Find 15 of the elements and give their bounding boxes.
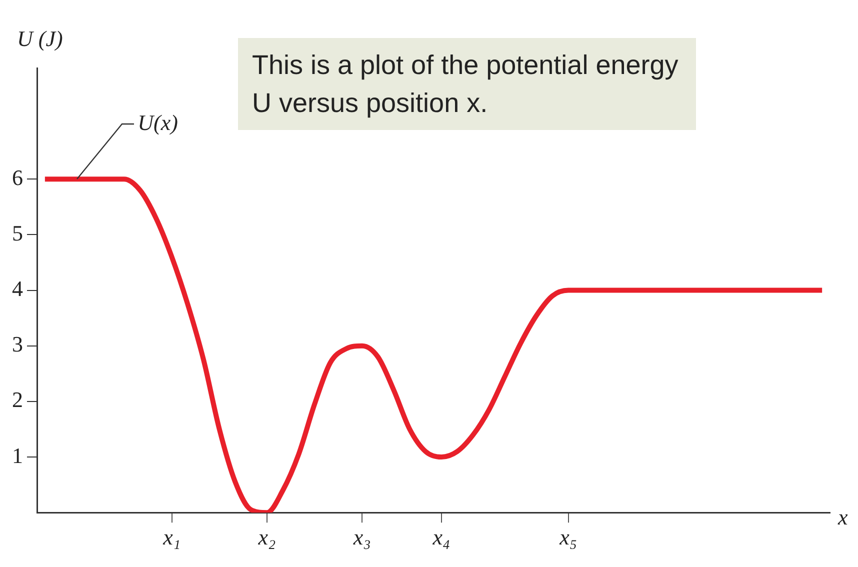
text: U(x) bbox=[138, 110, 178, 135]
x-tick-label: x₄ bbox=[432, 524, 450, 550]
y-tick-label: 6 bbox=[12, 164, 23, 190]
x-tick-label: x₂ bbox=[257, 524, 276, 550]
y-tick-label: 4 bbox=[12, 276, 23, 302]
y-tick-label: 1 bbox=[12, 442, 23, 468]
x-tick-label: x₅ bbox=[558, 524, 578, 550]
x-tick-label: x₃ bbox=[352, 524, 371, 550]
y-tick-label: 5 bbox=[12, 220, 23, 246]
x-tick-label: x₁ bbox=[162, 524, 181, 550]
y-tick-label: 2 bbox=[12, 387, 23, 412]
x-axis-title: x bbox=[837, 504, 848, 530]
annotation: This is a plot of the potential energy U versus position x. bbox=[238, 38, 696, 130]
y-axis-title: U (J) bbox=[17, 26, 63, 51]
y-tick-label: 3 bbox=[12, 332, 23, 357]
